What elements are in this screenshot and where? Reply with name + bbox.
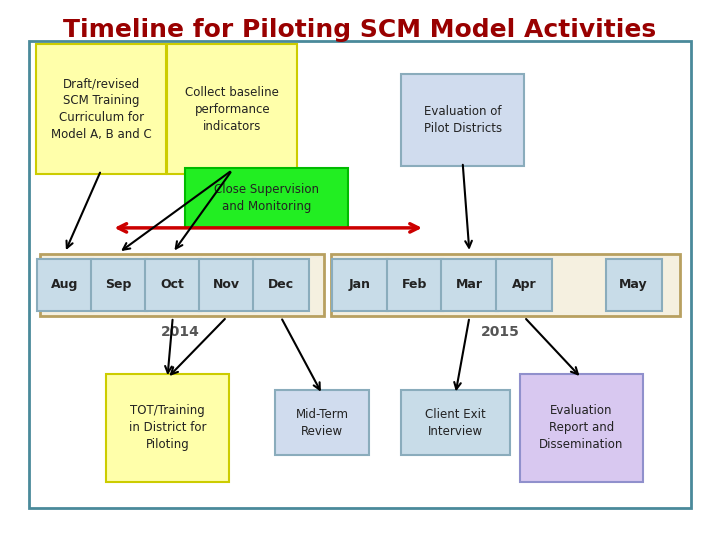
FancyBboxPatch shape bbox=[185, 168, 348, 228]
Text: 2014: 2014 bbox=[161, 325, 199, 339]
Text: Mid-Term
Review: Mid-Term Review bbox=[296, 408, 348, 437]
Text: Dec: Dec bbox=[268, 278, 294, 292]
Text: Apr: Apr bbox=[512, 278, 536, 292]
FancyBboxPatch shape bbox=[520, 374, 643, 482]
FancyBboxPatch shape bbox=[606, 259, 662, 310]
Text: May: May bbox=[619, 278, 648, 292]
FancyBboxPatch shape bbox=[145, 259, 201, 310]
FancyBboxPatch shape bbox=[199, 259, 255, 310]
FancyBboxPatch shape bbox=[37, 259, 93, 310]
Text: Evaluation of
Pilot Districts: Evaluation of Pilot Districts bbox=[423, 105, 502, 135]
Text: TOT/Training
in District for
Piloting: TOT/Training in District for Piloting bbox=[129, 404, 206, 451]
Text: Client Exit
Interview: Client Exit Interview bbox=[425, 408, 486, 437]
FancyBboxPatch shape bbox=[40, 254, 324, 316]
FancyBboxPatch shape bbox=[36, 44, 166, 174]
Text: Timeline for Piloting SCM Model Activities: Timeline for Piloting SCM Model Activiti… bbox=[63, 18, 657, 42]
Text: Aug: Aug bbox=[51, 278, 78, 292]
Text: Close Supervision
and Monitoring: Close Supervision and Monitoring bbox=[214, 184, 319, 213]
FancyBboxPatch shape bbox=[331, 254, 680, 316]
Text: Nov: Nov bbox=[213, 278, 240, 292]
Text: Feb: Feb bbox=[402, 278, 428, 292]
Text: 2015: 2015 bbox=[481, 325, 520, 339]
FancyBboxPatch shape bbox=[332, 259, 388, 310]
Text: Collect baseline
performance
indicators: Collect baseline performance indicators bbox=[185, 86, 279, 133]
FancyBboxPatch shape bbox=[401, 390, 510, 455]
FancyBboxPatch shape bbox=[91, 259, 147, 310]
Text: Evaluation
Report and
Dissemination: Evaluation Report and Dissemination bbox=[539, 404, 624, 451]
FancyBboxPatch shape bbox=[167, 44, 297, 174]
FancyBboxPatch shape bbox=[387, 259, 443, 310]
Text: Mar: Mar bbox=[456, 278, 483, 292]
FancyBboxPatch shape bbox=[106, 374, 229, 482]
FancyBboxPatch shape bbox=[441, 259, 498, 310]
Text: Jan: Jan bbox=[349, 278, 371, 292]
FancyBboxPatch shape bbox=[275, 390, 369, 455]
Text: Sep: Sep bbox=[106, 278, 132, 292]
Text: Oct: Oct bbox=[161, 278, 185, 292]
FancyBboxPatch shape bbox=[401, 74, 524, 166]
FancyBboxPatch shape bbox=[496, 259, 552, 310]
FancyBboxPatch shape bbox=[253, 259, 309, 310]
Text: Draft/revised
SCM Training
Curriculum for
Model A, B and C: Draft/revised SCM Training Curriculum fo… bbox=[51, 77, 151, 141]
FancyBboxPatch shape bbox=[29, 40, 691, 508]
